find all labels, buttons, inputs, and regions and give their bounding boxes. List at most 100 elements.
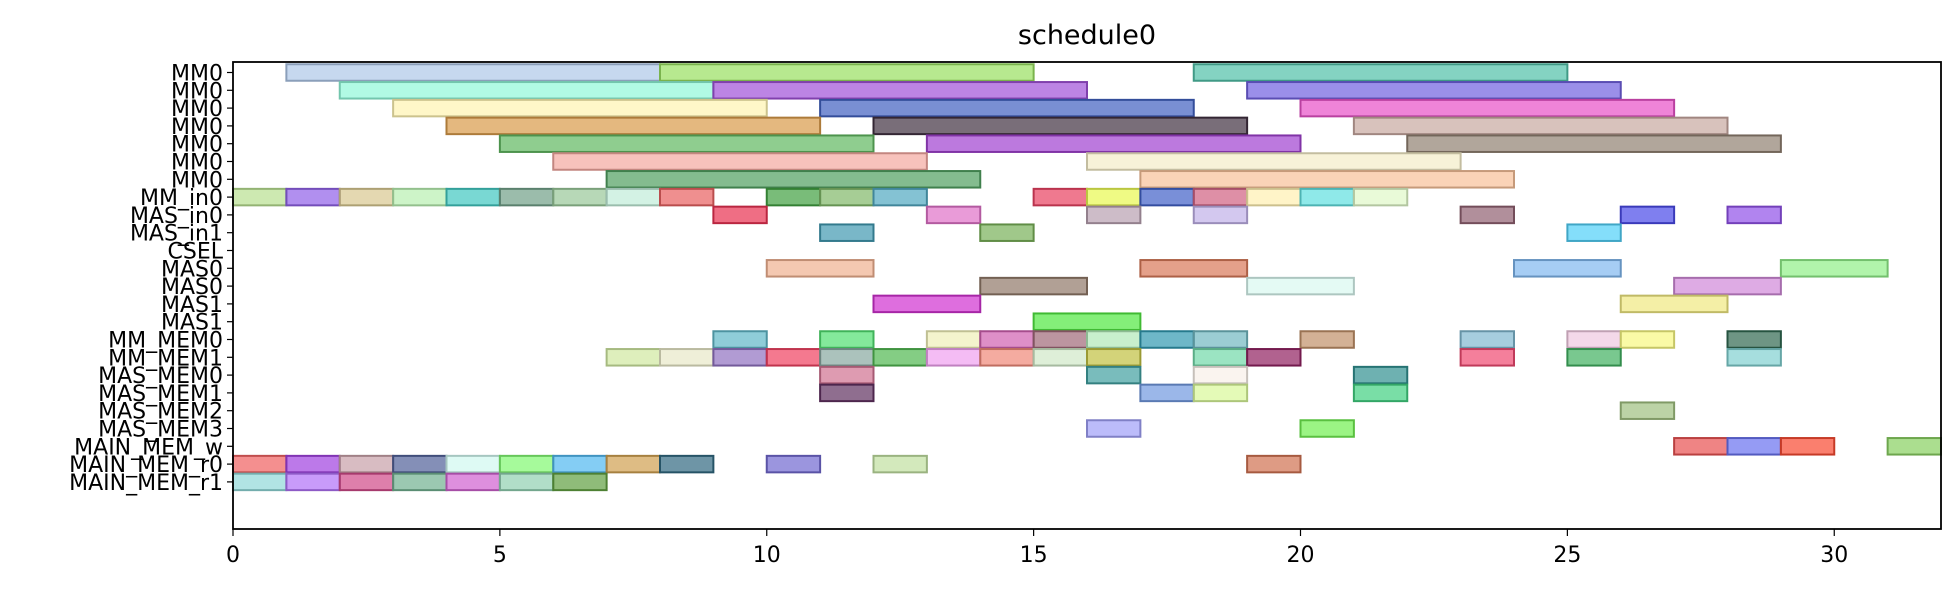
task-bar: [445, 187, 501, 207]
y-tick-label: CSEL: [168, 240, 224, 265]
y-tick-label: MAS_MEM3: [98, 418, 223, 443]
y-tick-label: MAS_MEM0: [98, 364, 223, 389]
task-bar: [1246, 81, 1622, 100]
task-bar: [1619, 294, 1729, 314]
x-tick-label: 15: [1020, 543, 1048, 568]
task-bar: [925, 205, 982, 225]
task-bar: [765, 454, 822, 474]
task-bar: [1086, 330, 1142, 349]
task-bar: [819, 98, 1195, 118]
plot-area-frame: [232, 61, 1942, 530]
task-bar: [712, 205, 768, 225]
task-bar: [552, 454, 608, 474]
task-bar: [819, 365, 875, 385]
task-bar: [765, 259, 875, 278]
task-bar: [1139, 259, 1249, 278]
task-bar: [1246, 276, 1355, 296]
task-bar: [1406, 134, 1782, 153]
task-bar: [1192, 187, 1249, 207]
y-tick-label: MAS1: [161, 293, 223, 318]
y-tick-label: MAIN_MEM_r1: [69, 471, 223, 496]
task-bar: [392, 98, 768, 118]
task-bar: [1139, 330, 1195, 349]
y-tick-label: MM_MEM1: [108, 346, 223, 371]
y-tick-label: MAS_MEM1: [98, 382, 223, 407]
task-bar: [659, 63, 1035, 82]
x-tick-label: 5: [493, 543, 507, 568]
y-tick-label: MAS_MEM2: [98, 400, 223, 425]
task-bar: [1032, 348, 1088, 367]
task-bar: [552, 472, 608, 492]
task-bar: [979, 276, 1088, 296]
task-bar: [338, 472, 395, 492]
x-tick-label: 10: [753, 543, 781, 568]
task-bar: [285, 63, 661, 82]
task-bar: [819, 187, 875, 207]
task-bar: [1299, 187, 1355, 207]
y-tick-label: MM_in0: [140, 186, 223, 211]
task-bar: [979, 223, 1035, 242]
task-bar: [1299, 330, 1355, 349]
x-tick-label: 0: [226, 543, 240, 568]
task-bar: [232, 454, 288, 474]
task-bar: [1086, 348, 1142, 367]
task-bar: [1192, 330, 1249, 349]
task-bar: [819, 383, 875, 403]
task-bar: [819, 223, 875, 242]
task-bar: [1032, 187, 1088, 207]
task-bar: [498, 472, 555, 492]
task-bar: [1726, 348, 1782, 367]
task-bar: [338, 81, 715, 100]
task-bar: [1673, 437, 1729, 456]
task-bar: [1352, 383, 1409, 403]
task-bar: [605, 348, 661, 367]
task-bar: [498, 134, 875, 153]
task-bar: [1192, 63, 1569, 82]
task-bar: [872, 116, 1249, 136]
task-bar: [1032, 330, 1088, 349]
task-bar: [1192, 383, 1249, 403]
task-bar: [1192, 348, 1249, 367]
task-bar: [232, 472, 288, 492]
task-bar: [925, 348, 982, 367]
x-tick-label: 25: [1553, 543, 1581, 568]
task-bar: [819, 330, 875, 349]
task-bar: [1032, 312, 1142, 331]
task-bar: [605, 187, 661, 207]
task-bar: [605, 170, 982, 189]
y-tick-label: MAIN_MEM_w: [74, 435, 223, 460]
task-bar: [1246, 187, 1302, 207]
task-bar: [392, 472, 448, 492]
task-bar: [1086, 205, 1142, 225]
task-bar: [1352, 187, 1409, 207]
task-bar: [1726, 330, 1782, 349]
task-bar: [765, 348, 822, 367]
task-bar: [1086, 187, 1142, 207]
task-bar: [1459, 205, 1515, 225]
task-bar: [285, 454, 341, 474]
task-bar: [1619, 205, 1676, 225]
y-tick-label: MAIN_MEM_r0: [69, 453, 223, 478]
y-tick-label: MM_MEM0: [108, 329, 223, 354]
task-bar: [392, 187, 448, 207]
task-bar: [285, 187, 341, 207]
chart-title: schedule0: [1018, 20, 1156, 51]
task-bar: [1459, 330, 1515, 349]
task-bar: [1299, 98, 1676, 118]
task-bar: [338, 187, 395, 207]
task-bar: [979, 330, 1035, 349]
task-bar: [1513, 259, 1622, 278]
task-bar: [498, 454, 555, 474]
y-tick-label: MM0: [171, 168, 223, 193]
task-bar: [1086, 152, 1462, 171]
task-bar: [445, 472, 501, 492]
task-bar: [872, 348, 928, 367]
x-tick-label: 20: [1287, 543, 1315, 568]
y-tick-label: MAS1: [161, 311, 223, 336]
task-bar: [1726, 205, 1782, 225]
task-bar: [552, 152, 928, 171]
task-bar: [1139, 383, 1195, 403]
task-bar: [872, 187, 928, 207]
y-tick-label: MAS_in1: [130, 222, 223, 247]
